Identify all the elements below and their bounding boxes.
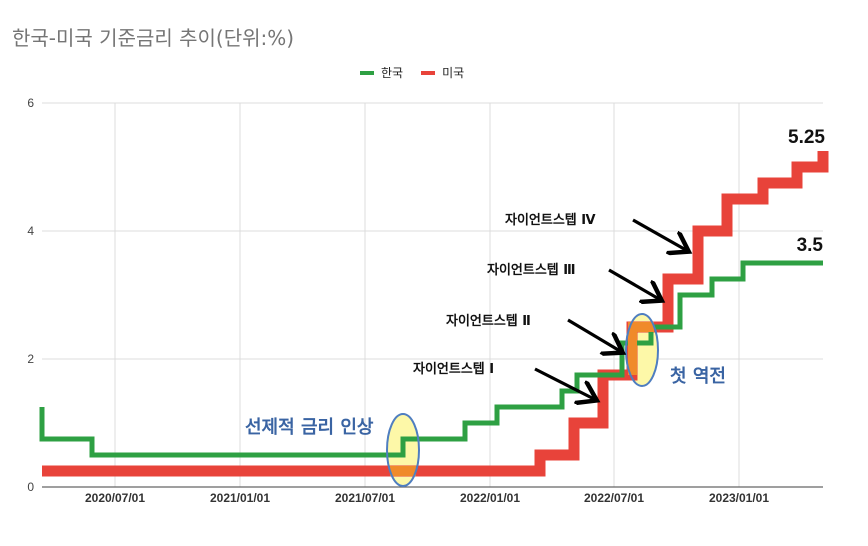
x-tick: 2020/07/01 bbox=[85, 491, 145, 505]
y-tick: 6 bbox=[27, 96, 34, 110]
overlap-highlight-inversion-top bbox=[628, 322, 654, 332]
annotation-preemptive-hike: 선제적 금리 인상 bbox=[245, 417, 374, 438]
annotation-giant-step-4: 자이언트스텝 Ⅳ bbox=[505, 212, 596, 228]
arrow-icon bbox=[534, 367, 594, 399]
annotation-giant-step-2: 자이언트스텝 Ⅱ bbox=[446, 313, 531, 329]
arrow-icon bbox=[608, 268, 659, 299]
chart-legend: 한국 미국 bbox=[360, 64, 464, 81]
overlap-highlight-preemptive bbox=[390, 466, 416, 476]
legend-label-korea: 한국 bbox=[381, 66, 404, 80]
legend-item-us[interactable]: 미국 bbox=[421, 64, 464, 81]
legend-label-us: 미국 bbox=[442, 66, 465, 80]
series-us-line bbox=[42, 151, 829, 477]
x-tick: 2022/01/01 bbox=[460, 491, 520, 505]
annotation-giant-step-1: 자이언트스텝 Ⅰ bbox=[413, 361, 494, 377]
y-axis: 0 2 4 6 bbox=[27, 96, 34, 494]
legend-swatch-korea bbox=[360, 70, 374, 75]
highlight-ellipse-preemptive bbox=[386, 413, 420, 487]
x-gridlines bbox=[114, 103, 740, 487]
x-tick: 2023/01/01 bbox=[709, 491, 769, 505]
end-value-korea: 3.5 bbox=[797, 235, 824, 256]
end-value-us: 5.25 bbox=[788, 127, 825, 148]
x-tick: 2022/07/01 bbox=[584, 491, 644, 505]
y-tick: 0 bbox=[27, 480, 34, 494]
legend-item-korea[interactable]: 한국 bbox=[360, 64, 403, 81]
annotation-first-inversion: 첫 역전 bbox=[670, 366, 726, 387]
annotation-giant-step-3: 자이언트스텝 Ⅲ bbox=[487, 262, 576, 278]
x-tick: 2021/07/01 bbox=[335, 491, 395, 505]
annotation-arrows bbox=[534, 218, 686, 399]
y-tick: 2 bbox=[27, 352, 34, 366]
arrow-icon bbox=[632, 218, 686, 250]
x-axis: 2020/07/01 2021/01/01 2021/07/01 2022/01… bbox=[85, 491, 769, 505]
x-tick: 2021/01/01 bbox=[210, 491, 270, 505]
overlap-highlight-inversion bbox=[628, 325, 637, 375]
y-tick: 4 bbox=[27, 224, 34, 238]
chart-title: 한국-미국 기준금리 추이(단위:%) bbox=[12, 26, 295, 50]
legend-swatch-us bbox=[421, 70, 436, 75]
arrow-icon bbox=[567, 318, 620, 351]
